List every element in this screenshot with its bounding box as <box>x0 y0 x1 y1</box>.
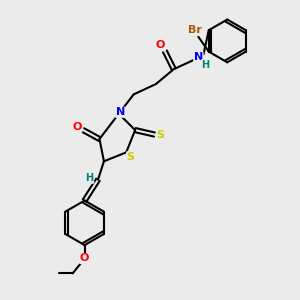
Text: Br: Br <box>188 25 202 35</box>
Text: H: H <box>202 60 210 70</box>
Text: O: O <box>156 40 165 50</box>
Text: H: H <box>85 173 94 183</box>
Text: N: N <box>116 107 125 117</box>
Text: N: N <box>194 52 203 62</box>
Text: O: O <box>73 122 82 132</box>
Text: S: S <box>127 152 135 162</box>
Text: S: S <box>156 130 164 140</box>
Text: O: O <box>80 254 89 263</box>
